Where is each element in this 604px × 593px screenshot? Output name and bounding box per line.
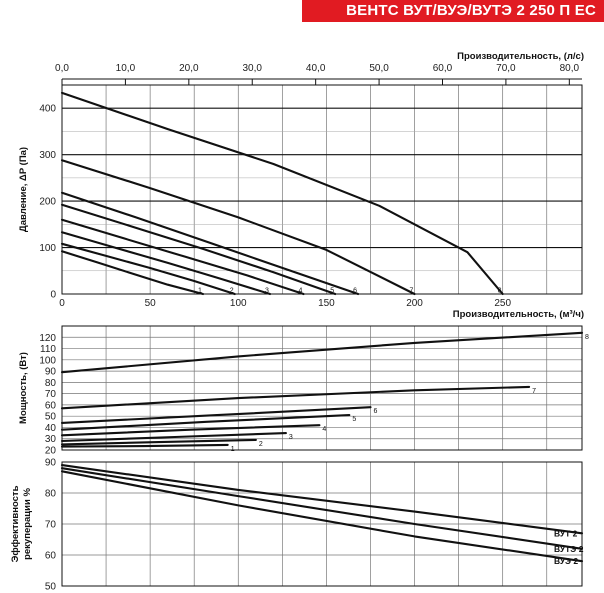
series-line-3 xyxy=(60,432,287,443)
y-tick-label: 110 xyxy=(40,344,56,355)
x-tick-label: 100 xyxy=(230,298,247,309)
series-line-4 xyxy=(60,218,305,296)
top-x-tick-label: 40,0 xyxy=(306,63,326,74)
y-tick-label: 40 xyxy=(45,423,57,434)
y-tick-label: 60 xyxy=(45,400,57,411)
series-line-ВУЭ-2 xyxy=(60,470,584,563)
series-line-5 xyxy=(60,414,351,431)
plot-frame xyxy=(61,461,583,587)
top-x-tick-label: 30,0 xyxy=(243,63,263,74)
x-tick-label: 0 xyxy=(59,298,65,309)
chart-panel-1: 0 100 200 300 400 Давление, ΔP (Па) 0 50 100 150 2… xyxy=(18,51,584,320)
x-tick-label: 150 xyxy=(318,298,335,309)
y-axis-title: Давление, ΔP (Па) xyxy=(18,147,29,232)
x-tick-label: 250 xyxy=(494,298,511,309)
series-line-5 xyxy=(60,203,337,296)
curve-number-label: 2 xyxy=(259,441,263,448)
curve-number-label: 2 xyxy=(230,288,234,295)
top-x-axis-title: Производительность, (л/с) xyxy=(457,51,584,62)
top-x-tick-label: 20,0 xyxy=(179,63,199,74)
top-x-tick-label: 70,0 xyxy=(496,63,516,74)
y-tick-label: 120 xyxy=(39,333,56,344)
series-line-1 xyxy=(60,250,205,296)
y-tick-label: 0 xyxy=(50,290,56,301)
series-line-2 xyxy=(60,242,236,296)
curve-number-label: 8 xyxy=(585,334,589,341)
y-tick-label: 300 xyxy=(39,150,56,161)
series-line-6 xyxy=(60,191,360,296)
y-tick-label: 100 xyxy=(39,243,56,254)
curve-number-label: 1 xyxy=(231,446,235,453)
series-line-ВУТ-2 xyxy=(60,464,584,535)
curve-number-label: 5 xyxy=(330,288,334,295)
y-tick-label: 400 xyxy=(39,104,56,115)
curve-number-label: 6 xyxy=(373,408,377,415)
series-line-7 xyxy=(60,385,531,410)
y-tick-label: 80 xyxy=(45,489,57,500)
plot-frame xyxy=(61,84,583,295)
y-tick-label: 50 xyxy=(45,582,57,593)
y-tick-label: 30 xyxy=(45,434,57,445)
top-x-tick-label: 60,0 xyxy=(433,63,453,74)
curve-number-label: 7 xyxy=(410,288,414,295)
series-line-7 xyxy=(60,159,416,296)
series-line-3 xyxy=(60,231,272,296)
y-tick-label: 80 xyxy=(45,378,57,389)
series-line-1 xyxy=(60,443,229,448)
curve-number-label: 8 xyxy=(498,288,502,295)
y-tick-label: 70 xyxy=(45,389,57,400)
top-x-tick-label: 10,0 xyxy=(116,63,136,74)
y-axis-title: Мощность, (Вт) xyxy=(18,352,29,424)
curve-number-label: 1 xyxy=(198,288,202,295)
series-line-8 xyxy=(60,331,584,374)
y-tick-label: 50 xyxy=(45,412,57,423)
series-line-2 xyxy=(60,438,257,446)
y-axis-title: рекуперации % xyxy=(22,488,33,560)
y-tick-label: 60 xyxy=(45,551,57,562)
x-tick-label: 50 xyxy=(145,298,157,309)
top-x-tick-label: 0,0 xyxy=(55,63,69,74)
top-x-tick-label: 50,0 xyxy=(369,63,389,74)
y-tick-label: 200 xyxy=(39,197,56,208)
y-tick-label: 90 xyxy=(45,367,57,378)
top-x-tick-label: 80,0 xyxy=(560,63,580,74)
curve-number-label: 3 xyxy=(265,288,269,295)
series-line-4 xyxy=(60,424,321,437)
curve-number-label: 6 xyxy=(353,288,357,295)
chart-panel-3: 50 60 70 80 90 Эффективность рекуперации % ВУТ … xyxy=(10,458,584,593)
series-label: ВУТЭ 2 xyxy=(554,544,584,554)
y-tick-label: 20 xyxy=(45,446,57,457)
series-line-8 xyxy=(60,91,504,296)
plot-frame xyxy=(61,325,583,451)
y-tick-label: 100 xyxy=(39,355,56,366)
y-tick-label: 70 xyxy=(45,520,57,531)
curve-number-label: 4 xyxy=(298,288,302,295)
y-tick-label: 90 xyxy=(45,458,57,469)
curve-number-label: 3 xyxy=(289,434,293,441)
x-tick-label: 200 xyxy=(406,298,423,309)
title-banner: ВЕНТС ВУТ/ВУЭ/ВУТЭ 2 250 П ЕС xyxy=(302,0,604,22)
series-label: ВУТ 2 xyxy=(554,528,578,538)
x-axis-title: Производительность, (м³/ч) xyxy=(453,309,584,320)
curve-number-label: 5 xyxy=(352,416,356,423)
y-axis-title: Эффективность xyxy=(10,485,21,562)
curve-number-label: 7 xyxy=(532,388,536,395)
series-line-ВУТЭ-2 xyxy=(60,467,584,550)
series-line-6 xyxy=(60,406,372,424)
series-label: ВУЭ 2 xyxy=(554,556,578,566)
curve-number-label: 4 xyxy=(322,426,326,433)
chart-title: ВЕНТС ВУТ/ВУЭ/ВУТЭ 2 250 П ЕС xyxy=(346,2,596,19)
